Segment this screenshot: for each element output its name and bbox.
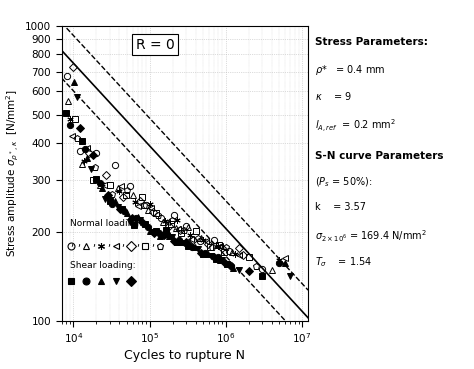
Y-axis label: Stress amplitude $\sigma_{\rho^*,\kappa}$  [N/mm$^2$]: Stress amplitude $\sigma_{\rho^*,\kappa}…: [5, 89, 21, 258]
Text: ,: ,: [77, 238, 81, 248]
Text: $\rho$*   = 0.4 mm: $\rho$* = 0.4 mm: [315, 63, 386, 77]
Text: Shear loading:: Shear loading:: [70, 261, 136, 269]
Text: $T_\sigma$    = 1.54: $T_\sigma$ = 1.54: [315, 255, 373, 269]
Text: ,: ,: [92, 238, 95, 248]
X-axis label: Cycles to rupture N: Cycles to rupture N: [124, 349, 246, 362]
Text: k    = 3.57: k = 3.57: [315, 201, 366, 212]
Text: Stress Parameters:: Stress Parameters:: [315, 37, 428, 47]
Text: S-N curve Parameters: S-N curve Parameters: [315, 151, 444, 161]
Text: ($P_s$ = 50%):: ($P_s$ = 50%):: [315, 175, 373, 189]
Text: Normal loading:: Normal loading:: [70, 219, 142, 228]
Text: $\kappa$    = 9: $\kappa$ = 9: [315, 90, 352, 102]
Text: ,: ,: [137, 238, 139, 248]
Text: ,: ,: [70, 238, 73, 248]
Text: R = 0: R = 0: [136, 38, 174, 52]
Text: ,: ,: [107, 238, 110, 248]
Text: $l_{A,ref}$  = 0.2 mm$^2$: $l_{A,ref}$ = 0.2 mm$^2$: [315, 117, 396, 134]
Text: ,: ,: [151, 238, 155, 248]
Text: ,: ,: [122, 238, 125, 248]
Text: $\sigma_{2\times10^6}$ = 169.4 N/mm$^2$: $\sigma_{2\times10^6}$ = 169.4 N/mm$^2$: [315, 228, 427, 244]
